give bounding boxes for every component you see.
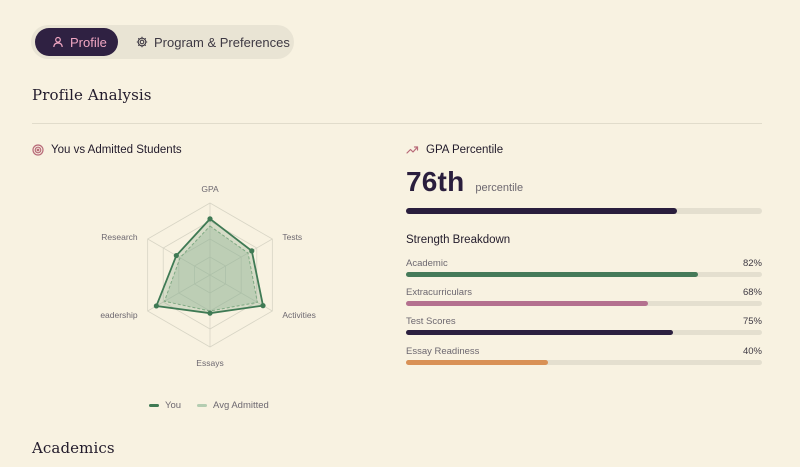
gpa-percentile-unit: percentile [475, 182, 524, 194]
strength-fill-extracurriculars [406, 301, 649, 306]
section-title: Profile Analysis [32, 86, 152, 104]
radar-point-you-essays [207, 310, 213, 316]
radar-axis-label-essays: Essays [196, 358, 223, 368]
radar-spoke-tests [209, 238, 273, 276]
target-icon [32, 144, 44, 156]
gear-icon [136, 36, 148, 48]
tab-program-label: Program & Preferences [154, 34, 290, 50]
strength-label-extracurriculars: Extracurriculars [406, 287, 472, 298]
radar-chart: GPA Tests Activities Essays Leadership Resear… [100, 184, 316, 368]
gpa-card-title-text: GPA Percentile [426, 144, 504, 156]
academics-title: Academics [32, 439, 115, 457]
radar-point-you-gpa [207, 216, 213, 222]
radar-axis-label-research: Research [101, 232, 138, 242]
strength-title: Strength Breakdown [406, 234, 511, 246]
strength-track-test-scores [406, 330, 762, 335]
radar-point-you-activities [260, 303, 266, 309]
radar-point-you-leadership [153, 303, 159, 309]
legend-avg: Avg Admitted [197, 400, 269, 411]
radar-legend: You Avg Admitted [149, 400, 285, 411]
trending-up-icon [406, 146, 419, 154]
strength-value-extracurriculars: 68% [742, 287, 762, 298]
tab-program-preferences[interactable]: Program & Preferences [131, 28, 291, 56]
strength-track-extracurriculars [406, 301, 762, 306]
gpa-percentile-value: 76th percentile [406, 166, 523, 198]
radar-point-you-tests [249, 248, 255, 254]
legend-you: You [149, 400, 181, 411]
radar-axis-label-gpa: GPA [201, 184, 219, 194]
strength-value-test-scores: 75% [742, 316, 762, 327]
radar-axis-label-tests: Tests [282, 232, 302, 242]
strength-label-academic: Academic [406, 258, 448, 269]
tab-profile-label: Profile [70, 34, 107, 50]
strength-track-academic [406, 272, 762, 277]
radar-spoke-research [147, 238, 211, 276]
radar-series-you [155, 217, 265, 315]
strength-label-test-scores: Test Scores [406, 316, 456, 327]
user-icon [53, 36, 63, 48]
strength-label-essay-readiness: Essay Readiness [406, 346, 480, 357]
gpa-progress-track [406, 208, 762, 214]
gpa-progress-fill [406, 208, 677, 214]
radar-card-title-text: You vs Admitted Students [51, 144, 182, 156]
radar-axis-label-activities: Activities [282, 310, 316, 320]
strength-fill-essay-readiness [406, 360, 549, 365]
legend-you-swatch [149, 404, 159, 407]
tab-profile[interactable]: Profile [35, 28, 118, 56]
radar-point-you-research [173, 252, 179, 259]
strength-value-essay-readiness: 40% [742, 346, 762, 357]
divider [32, 123, 762, 124]
strength-track-essay-readiness [406, 360, 762, 365]
strength-fill-academic [406, 272, 698, 277]
strength-value-academic: 82% [742, 258, 762, 269]
legend-you-label: You [165, 400, 182, 411]
legend-avg-swatch [197, 404, 208, 407]
gpa-card-title: GPA Percentile [406, 144, 503, 156]
strength-fill-test-scores [406, 330, 673, 335]
tab-bar: Profile Program & Preferences [31, 25, 294, 59]
gpa-percentile-number: 76th [406, 166, 465, 197]
radar-axis-label-leadership: Leadership [100, 310, 138, 320]
radar-card-title: You vs Admitted Students [32, 144, 182, 156]
legend-avg-label: Avg Admitted [213, 400, 269, 411]
